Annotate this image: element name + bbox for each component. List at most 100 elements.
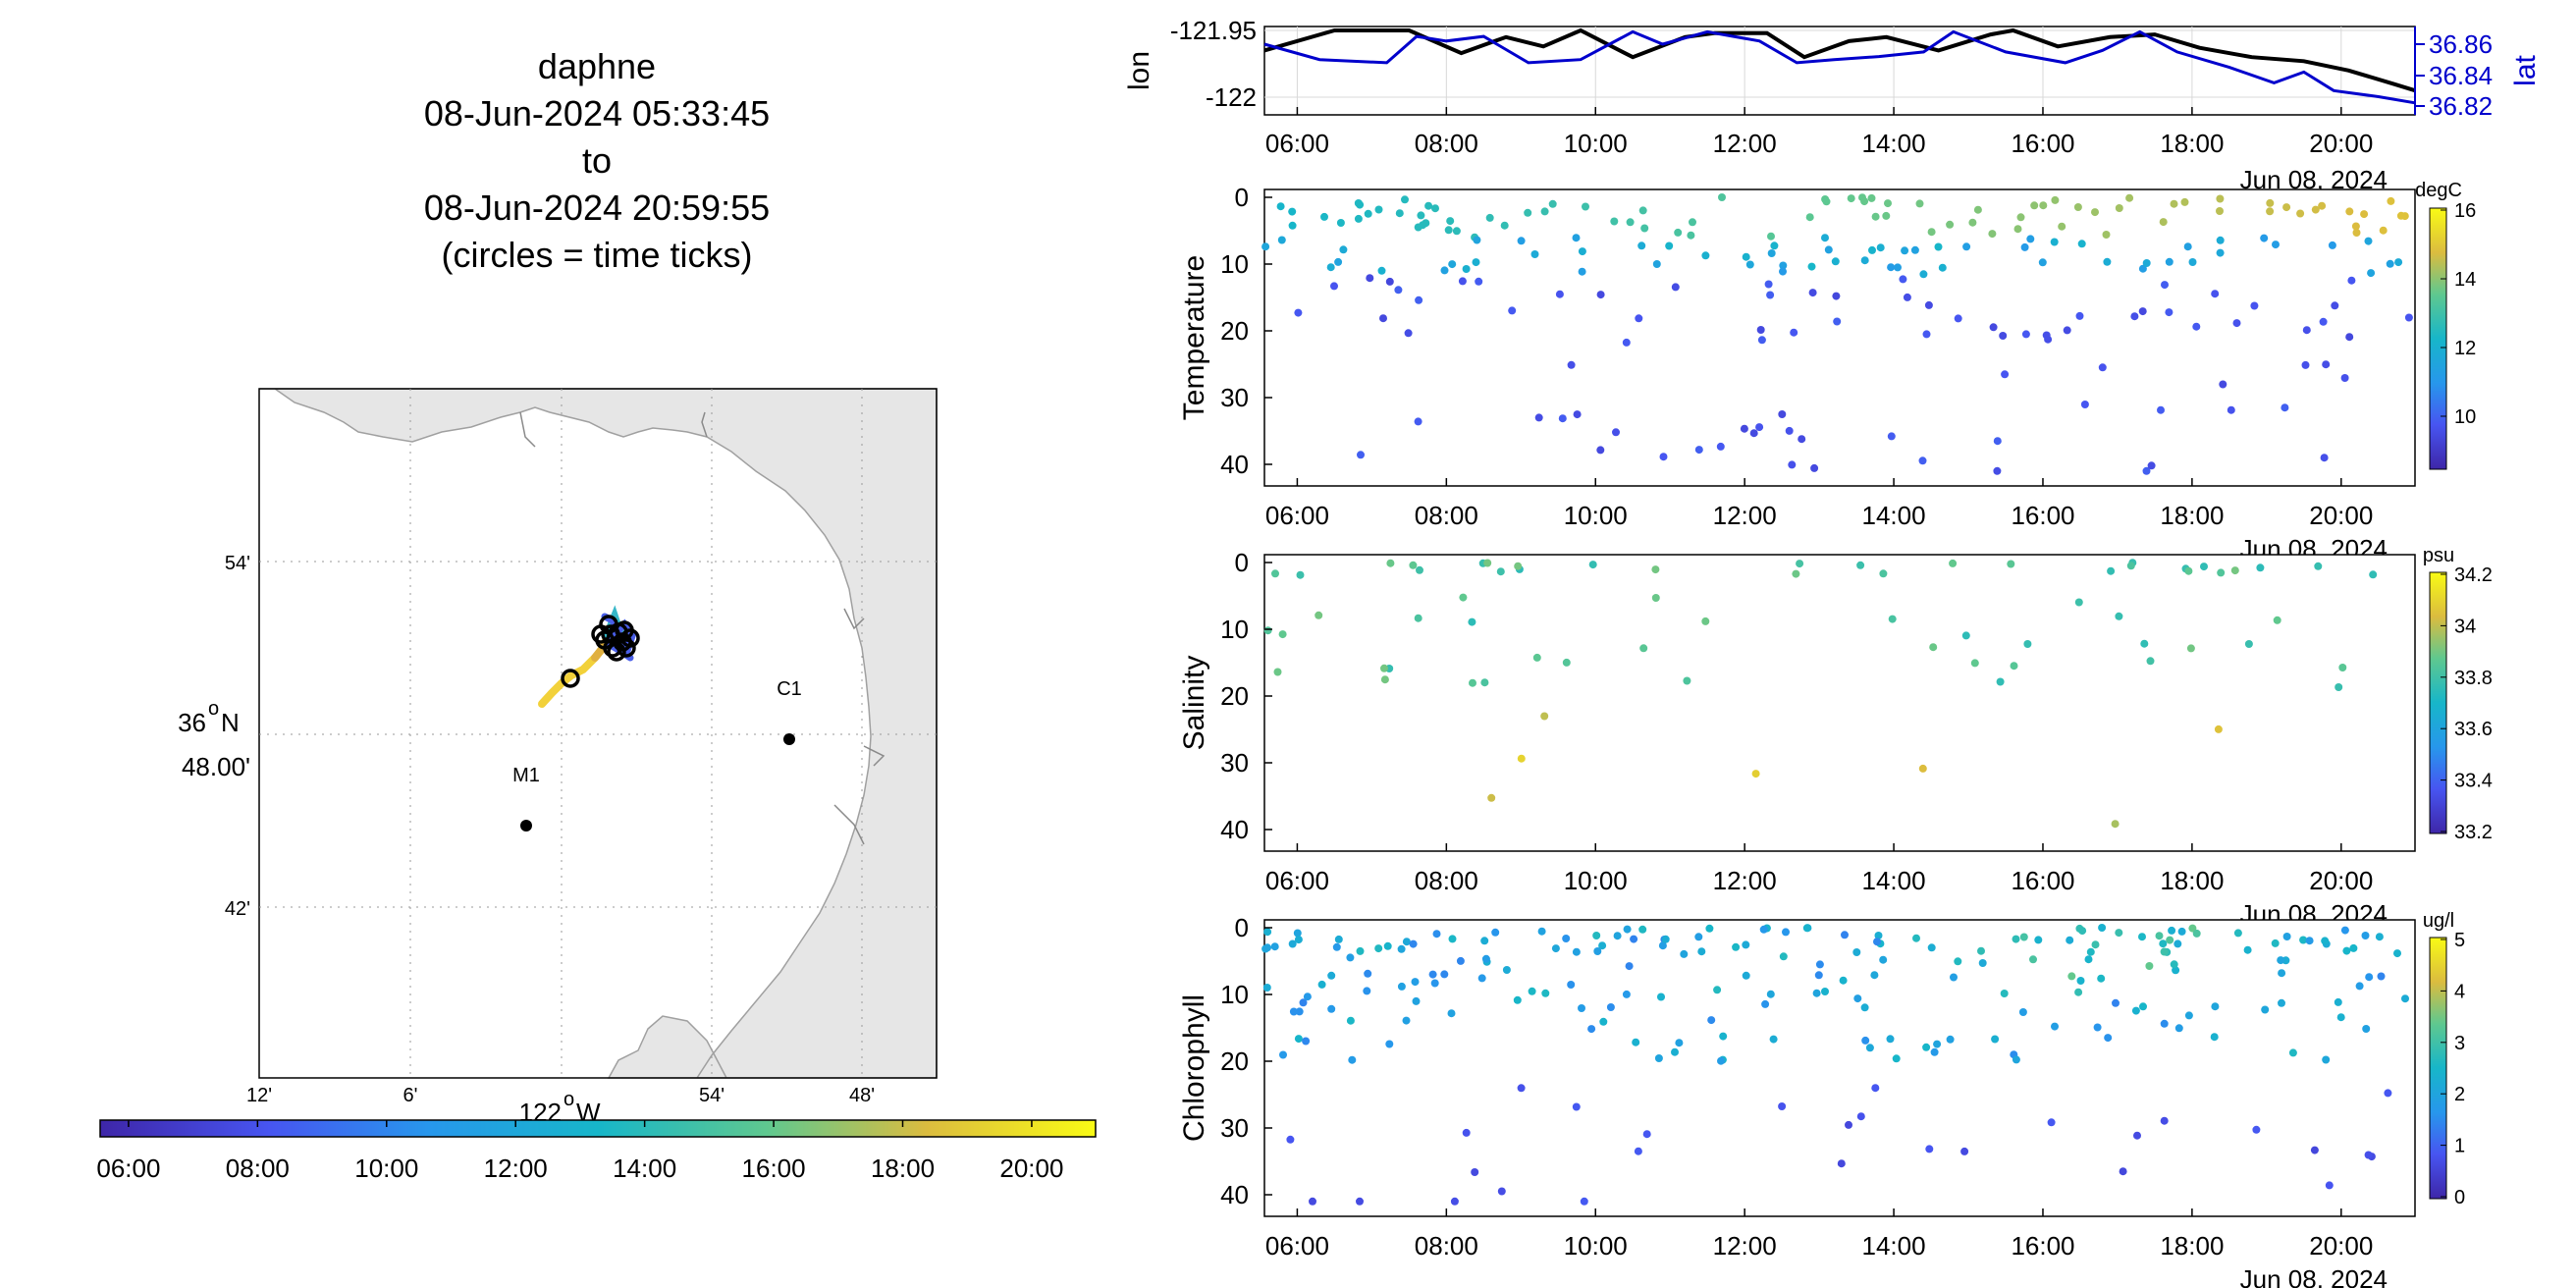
scatter-point bbox=[1993, 466, 2002, 475]
scatter-point bbox=[1402, 938, 1411, 946]
scatter-point bbox=[2216, 248, 2225, 257]
scatter-point bbox=[1749, 429, 1758, 438]
scatter-point bbox=[1899, 275, 1907, 284]
temperature-axes-frame bbox=[1263, 188, 2416, 487]
scatter-point bbox=[1821, 988, 1829, 995]
scatter-point bbox=[1719, 1032, 1728, 1041]
scatter-point bbox=[1315, 611, 1323, 619]
ytick-label: 40 bbox=[1220, 815, 1249, 844]
scatter-point bbox=[1847, 194, 1855, 203]
lat-tick-1: 36.86 bbox=[2429, 29, 2493, 59]
time-colorbar-tick-label: 18:00 bbox=[871, 1154, 935, 1183]
scatter-point bbox=[1657, 993, 1665, 1001]
time-colorbar-tick-label: 08:00 bbox=[226, 1154, 290, 1183]
scatter-point bbox=[1887, 432, 1896, 441]
scatter-point bbox=[2351, 222, 2360, 231]
scatter-point bbox=[1756, 326, 1765, 334]
scatter-point bbox=[1701, 617, 1710, 625]
colorbar-tick-label: 2 bbox=[2454, 1084, 2465, 1105]
scatter-point bbox=[1954, 957, 1962, 966]
scatter-point bbox=[1680, 949, 1689, 958]
scatter-point bbox=[1833, 317, 1842, 326]
scatter-point bbox=[2345, 333, 2354, 342]
scatter-point bbox=[1954, 314, 1962, 323]
scatter-point bbox=[1757, 336, 1766, 345]
scatter-point bbox=[1417, 211, 1425, 220]
ytick-label: 20 bbox=[1220, 681, 1249, 711]
scatter-point bbox=[1386, 559, 1395, 567]
scatter-point bbox=[1860, 197, 1869, 206]
scatter-point bbox=[1713, 986, 1722, 994]
scatter-point bbox=[2159, 218, 2168, 227]
scatter-point bbox=[2219, 380, 2227, 389]
scatter-point bbox=[2140, 639, 2149, 648]
scatter-point bbox=[2310, 1146, 2319, 1154]
scatter-point bbox=[2379, 226, 2388, 235]
scatter-point bbox=[1532, 653, 1541, 662]
scatter-point bbox=[1374, 205, 1383, 214]
scatter-point bbox=[1481, 954, 1490, 963]
scatter-point bbox=[1288, 939, 1297, 948]
scatter-point bbox=[1354, 199, 1363, 207]
scatter-point bbox=[2010, 662, 2018, 671]
scatter-point bbox=[1356, 1197, 1364, 1206]
scatter-point bbox=[1380, 664, 1388, 672]
scatter-point bbox=[1475, 277, 1483, 286]
scatter-point bbox=[1841, 931, 1849, 939]
scatter-point bbox=[1770, 242, 1779, 250]
scatter-point bbox=[1782, 928, 1790, 937]
scatter-point bbox=[1918, 456, 1927, 465]
scatter-point bbox=[1968, 218, 1977, 227]
xtick-label: 18:00 bbox=[2160, 866, 2224, 895]
scatter-point bbox=[1938, 263, 1947, 272]
map-lon-tick-12: 12' bbox=[246, 1085, 272, 1106]
scatter-point bbox=[2038, 258, 2047, 267]
scatter-point bbox=[1348, 1055, 1357, 1064]
lat-tick-3: 36.82 bbox=[2429, 91, 2493, 121]
ytick-label: 40 bbox=[1220, 1180, 1249, 1209]
scatter-point bbox=[1860, 1003, 1869, 1012]
scatter-point bbox=[2165, 308, 2174, 317]
scatter-point bbox=[2159, 939, 2168, 948]
scatter-point bbox=[2042, 331, 2051, 340]
scatter-point bbox=[2277, 956, 2285, 965]
scatter-point bbox=[1622, 990, 1631, 998]
scatter-point bbox=[1929, 643, 1938, 652]
scatter-point bbox=[2147, 461, 2156, 470]
scatter-point bbox=[2183, 242, 2192, 251]
scatter-point bbox=[2160, 947, 2169, 956]
scatter-point bbox=[1562, 658, 1571, 667]
scatter-point bbox=[1513, 995, 1522, 1004]
scatter-point bbox=[2266, 198, 2275, 207]
scatter-point bbox=[1652, 260, 1661, 268]
scatter-point bbox=[1379, 314, 1387, 323]
time-colorbar-gradient bbox=[99, 1119, 1097, 1138]
scatter-point bbox=[1346, 1016, 1355, 1025]
scatter-point bbox=[1336, 219, 1345, 227]
lonlat-xtick-label: 16:00 bbox=[2011, 129, 2074, 158]
scatter-point bbox=[1767, 249, 1776, 257]
scatter-point bbox=[1687, 231, 1695, 240]
scatter-point bbox=[1456, 956, 1465, 965]
scatter-point bbox=[1497, 1187, 1506, 1196]
scatter-point bbox=[1402, 1016, 1411, 1025]
scatter-point bbox=[2320, 454, 2329, 462]
lat-axis-label: lat bbox=[2509, 54, 2542, 85]
scatter-point bbox=[2192, 929, 2201, 938]
scatter-point bbox=[1740, 424, 1748, 433]
scatter-point bbox=[2305, 937, 2314, 945]
scatter-point bbox=[1651, 565, 1660, 574]
scatter-point bbox=[2098, 924, 2107, 932]
scatter-point bbox=[1922, 330, 1931, 339]
scatter-point bbox=[2334, 683, 2343, 691]
scatter-point bbox=[1638, 206, 1647, 215]
scatter-point bbox=[1356, 946, 1365, 955]
time-colorbar-tick-label: 20:00 bbox=[999, 1154, 1063, 1183]
map-lat-tick-48: 48.00' bbox=[182, 752, 250, 781]
scatter-point bbox=[1903, 293, 1911, 301]
scatter-point bbox=[1915, 199, 1924, 208]
colorbar-tick-label: 34.2 bbox=[2454, 564, 2493, 586]
salinity-panel: 06:00 08:00 10:00 12:00 14:00 16:00 18:00 20:00… bbox=[1178, 545, 2493, 929]
scatter-point bbox=[2174, 939, 2182, 948]
scatter-point bbox=[1491, 928, 1500, 937]
